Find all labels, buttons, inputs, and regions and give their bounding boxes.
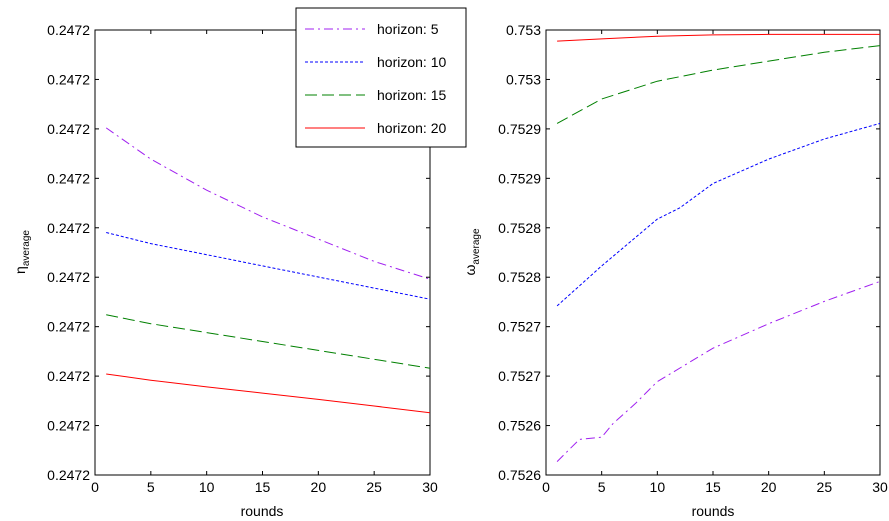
right-y-tick-label: 0.7526: [498, 467, 541, 483]
left-x-tick-label: 15: [255, 479, 271, 495]
left-y-tick-label: 0.2472: [47, 269, 90, 285]
left-series-line-4: [106, 373, 431, 414]
left-y-axis-label-sub: average: [21, 230, 32, 267]
right-x-tick-label: 30: [872, 479, 888, 495]
right-y-axis-label: ωaverage: [462, 228, 482, 276]
right-y-axis-label-main: ω: [462, 265, 478, 276]
right-x-ticks: 0 5 10 15 20 25 30: [542, 30, 888, 495]
legend: horizon: 5 horizon: 10 horizon: 15 horizon:…: [295, 7, 467, 148]
left-y-tick-label: 0.2472: [47, 71, 90, 87]
left-x-ticks: 0 5 10 15 20 25 30: [91, 30, 438, 495]
right-series-line-4: [557, 33, 880, 42]
legend-items: horizon: 5 horizon: 10 horizon: 15 horizon:…: [305, 21, 446, 136]
left-x-tick-label: 20: [311, 479, 327, 495]
left-series-line-3: [106, 314, 431, 369]
left-y-ticks: 0.2472 0.2472 0.2472 0.2472 0.2472 0.2472 0.24…: [47, 22, 430, 483]
left-y-tick-label: 0.2472: [47, 467, 90, 483]
left-series-line-2: [106, 232, 431, 300]
right-series-line-3: [556, 45, 881, 124]
left-x-tick-label: 30: [422, 479, 438, 495]
right-x-axis-label: rounds: [692, 503, 735, 519]
right-plot-area: [545, 29, 881, 476]
left-y-tick-label: 0.2472: [47, 121, 90, 137]
legend-entry-label: horizon: 20: [377, 120, 446, 136]
right-series-line-1: [556, 280, 881, 462]
left-x-tick-label: 25: [366, 479, 382, 495]
left-y-tick-label: 0.2472: [47, 368, 90, 384]
left-x-tick-label: 10: [199, 479, 215, 495]
left-y-tick-label: 0.2472: [47, 170, 90, 186]
left-x-tick-label: 0: [91, 479, 99, 495]
right-y-tick-label: 0.7529: [498, 170, 541, 186]
right-y-tick-label: 0.7529: [498, 121, 541, 137]
left-y-axis-label: ηaverage: [12, 230, 32, 274]
right-x-tick-label: 0: [542, 479, 550, 495]
right-x-tick-label: 25: [817, 479, 833, 495]
left-y-axis-label-main: η: [12, 266, 28, 274]
left-x-tick-label: 5: [147, 479, 155, 495]
legend-entry-label: horizon: 15: [377, 87, 446, 103]
right-x-tick-label: 20: [761, 479, 777, 495]
right-y-ticks: 0.7526 0.7526 0.7527 0.7527 0.7528 0.7528 0.75…: [498, 22, 880, 483]
right-x-tick-label: 5: [598, 479, 606, 495]
right-y-axis-label-sub: average: [471, 228, 482, 265]
left-y-tick-label: 0.2472: [47, 220, 90, 236]
right-y-tick-label: 0.7528: [498, 220, 541, 236]
right-y-tick-label: 0.753: [506, 71, 541, 87]
legend-entry-label: horizon: 5: [377, 21, 439, 37]
left-y-tick-label: 0.2472: [47, 319, 90, 335]
legend-entry-label: horizon: 10: [377, 54, 446, 70]
right-chart: 0.7526 0.7526 0.7527 0.7527 0.7528 0.7528 0.75…: [462, 22, 888, 519]
right-y-tick-label: 0.753: [506, 22, 541, 38]
right-x-tick-label: 10: [650, 479, 666, 495]
right-series-line-2: [556, 122, 881, 307]
right-x-tick-label: 15: [705, 479, 721, 495]
left-series-group: [105, 127, 431, 414]
right-y-tick-label: 0.7527: [498, 319, 541, 335]
left-x-axis-label: rounds: [241, 503, 284, 519]
right-series-group: [556, 33, 881, 462]
right-y-tick-label: 0.7526: [498, 418, 541, 434]
right-y-tick-label: 0.7528: [498, 269, 541, 285]
legend-box: [295, 7, 467, 148]
left-y-tick-label: 0.2472: [47, 22, 90, 38]
right-y-tick-label: 0.7527: [498, 368, 541, 384]
left-y-tick-label: 0.2472: [47, 418, 90, 434]
